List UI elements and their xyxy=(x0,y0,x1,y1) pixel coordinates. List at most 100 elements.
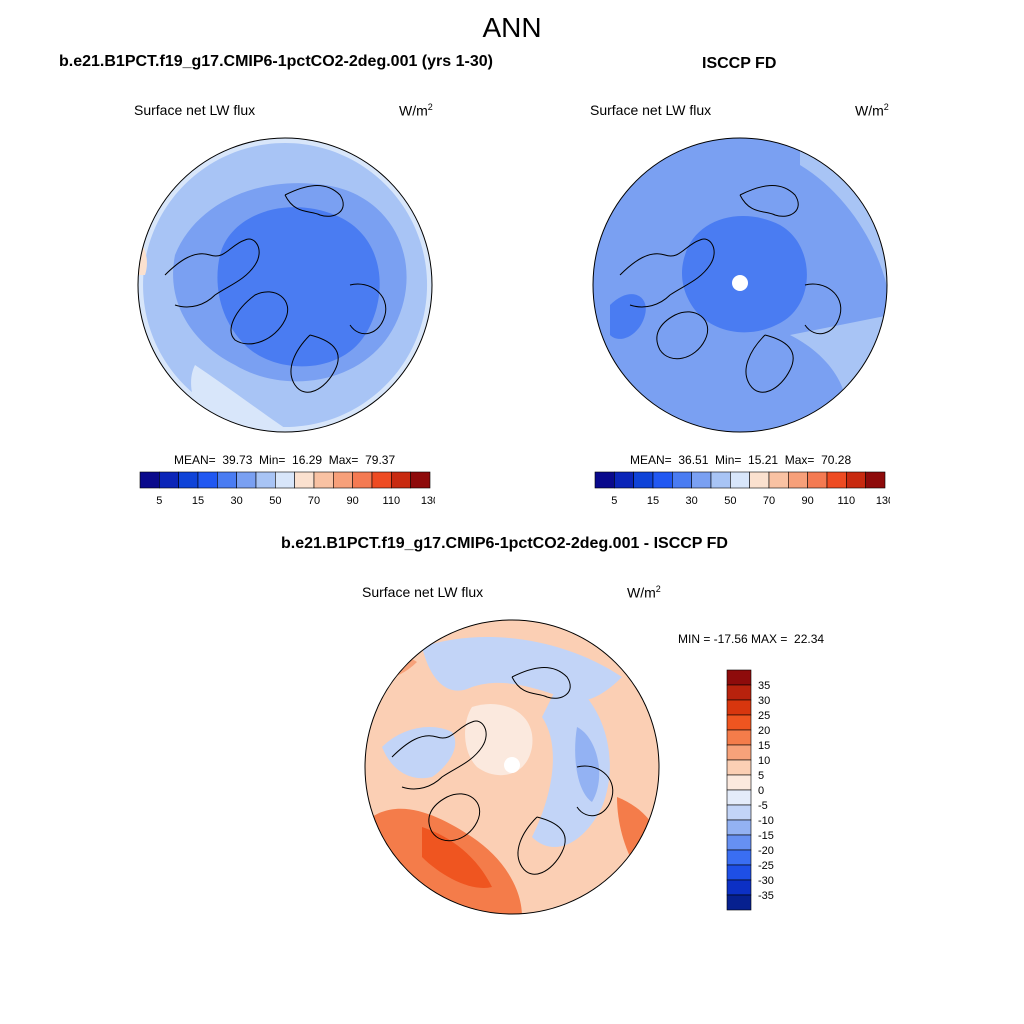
colorbar-3-tick-label: 15 xyxy=(758,740,770,752)
colorbar-3-box xyxy=(726,819,752,836)
panel-2-stats: MEAN= 36.51 Min= 15.21 Max= 70.28 xyxy=(630,453,852,467)
panel-3-units-sup: 2 xyxy=(655,584,661,594)
colorbar-2-labels: 5 15 30 50 70 90 110 130 xyxy=(611,495,890,507)
panel-3-units-text: W/m xyxy=(627,584,656,601)
map-3-coast-b xyxy=(511,667,571,699)
map-3-coast-a xyxy=(391,720,487,790)
colorbar-3-box xyxy=(726,684,752,701)
panel-1-units: W/m2 xyxy=(399,102,433,119)
map-2-coast-b xyxy=(739,185,799,217)
colorbar-2-tick-label: 5 xyxy=(611,495,617,507)
colorbar-2-box xyxy=(633,471,654,489)
map-3-region-canada xyxy=(382,727,456,779)
figure-title: ANN xyxy=(482,12,542,43)
colorbar-3-tick-label: -20 xyxy=(758,845,774,857)
map-2-region-central xyxy=(682,216,807,333)
colorbar-2-tick-label: 50 xyxy=(724,495,736,507)
map-1-coast-scandinavia xyxy=(290,334,339,393)
map-3-coast-c xyxy=(576,765,614,817)
colorbar-3-box xyxy=(726,834,752,851)
colorbar-1-tick-label: 50 xyxy=(269,495,281,507)
colorbar-3-box xyxy=(726,669,752,686)
colorbar-3-labels: 35 30 25 20 15 10 5 0 -5 -10 -15 -20 -25 -30 -35 xyxy=(758,680,774,902)
colorbar-3-box xyxy=(726,864,752,881)
map-2-coast-a xyxy=(619,238,715,308)
map-1-coast-greenland xyxy=(230,291,289,345)
colorbar-2-tick-label: 110 xyxy=(838,495,856,507)
map-2-missing-pole xyxy=(732,275,748,291)
panel-3-stats: MIN = -17.56 MAX = 22.34 xyxy=(678,632,825,646)
map-2-coast-greenland xyxy=(656,311,709,360)
colorbar-3-box xyxy=(726,774,752,791)
colorbar-3-box xyxy=(726,759,752,776)
colorbar-2-box xyxy=(768,471,789,489)
colorbar-2-box xyxy=(691,471,712,489)
map-3-region-atlantic-core xyxy=(422,827,492,888)
colorbar-3-box xyxy=(726,849,752,866)
colorbar-3-tick-label: 0 xyxy=(758,785,764,797)
panel-2-variable: Surface net LW flux xyxy=(590,102,712,118)
map-1-field xyxy=(138,138,432,432)
map-1-coast-b xyxy=(284,185,344,217)
colorbar-2-boxes xyxy=(594,471,886,489)
colorbar-3-tick-label: 5 xyxy=(758,770,764,782)
colorbar-3-box xyxy=(726,744,752,761)
colorbar-3-tick-label: 25 xyxy=(758,710,770,722)
colorbar-2-box xyxy=(749,471,770,489)
map-3-field xyxy=(365,620,659,914)
colorbar-2-box xyxy=(788,471,808,489)
map-2-region-west-dark xyxy=(610,294,646,339)
map-3-coast-scandinavia xyxy=(517,816,566,875)
colorbar-3-tick-label: 35 xyxy=(758,680,770,692)
colorbar-3-tick-label: -25 xyxy=(758,860,774,872)
colorbar-3-tick-label: 30 xyxy=(758,695,770,707)
colorbar-1-tick-label: 15 xyxy=(192,495,204,507)
colorbar-2-box xyxy=(614,471,634,489)
map-1-boundary xyxy=(137,137,433,433)
colorbar-1-tick-label: 5 xyxy=(156,495,162,507)
colorbar-1-box xyxy=(217,471,237,489)
colorbar-1-box xyxy=(391,471,411,489)
colorbar-1-box xyxy=(159,471,179,489)
panel-3-title: b.e21.B1PCT.f19_g17.CMIP6-1pctCO2-2deg.0… xyxy=(281,535,728,552)
map-2-coastlines xyxy=(619,185,842,393)
colorbar-3-tick-label: 10 xyxy=(758,755,770,767)
panel-1-stats: MEAN= 39.73 Min= 16.29 Max= 79.37 xyxy=(174,453,396,467)
colorbar-3-box xyxy=(726,804,752,821)
colorbar-2-box xyxy=(807,471,828,489)
panel-2-units-sup: 2 xyxy=(883,102,889,112)
colorbar-3-box xyxy=(726,729,752,746)
colorbar-3-box xyxy=(726,699,752,716)
colorbar-2-tick-label: 15 xyxy=(647,495,659,507)
colorbar-3-tick-label: 20 xyxy=(758,725,770,737)
map-3-missing-pole xyxy=(504,757,520,773)
colorbar-1-tick-label: 130 xyxy=(421,495,435,507)
colorbar-1-boxes xyxy=(139,471,431,489)
panel-3-units: W/m2 xyxy=(627,584,661,601)
colorbar-1-box xyxy=(236,471,257,489)
colorbar-3-box xyxy=(726,714,752,731)
colorbar-3-box xyxy=(726,789,752,806)
map-2-boundary xyxy=(592,137,888,433)
colorbar-2-box xyxy=(652,471,673,489)
colorbar-3-tick-label: -30 xyxy=(758,875,774,887)
colorbar-1-box xyxy=(197,471,218,489)
map-1 xyxy=(137,137,433,433)
map-1-coast-a xyxy=(164,238,260,308)
colorbar-1-tick-label: 110 xyxy=(383,495,401,507)
colorbar-2-box xyxy=(594,471,615,489)
colorbar-3-tick-label: -15 xyxy=(758,830,774,842)
map-1-coastlines xyxy=(164,185,387,393)
colorbar-1-labels: 5 15 30 50 70 90 110 130 xyxy=(156,495,435,507)
colorbar-2-box xyxy=(865,471,886,489)
colorbar-1-box xyxy=(410,471,431,489)
panel-1-variable: Surface net LW flux xyxy=(134,102,256,118)
map-2 xyxy=(592,137,888,433)
colorbar-3-tick-label: -35 xyxy=(758,890,774,902)
colorbar-1-tick-label: 30 xyxy=(231,495,243,507)
panel-1-units-text: W/m xyxy=(399,102,428,119)
colorbar-3-tick-label: -10 xyxy=(758,815,774,827)
colorbar-2-box xyxy=(730,471,750,489)
map-3-region-siberia-core xyxy=(575,727,600,802)
colorbar-1-box xyxy=(352,471,373,489)
